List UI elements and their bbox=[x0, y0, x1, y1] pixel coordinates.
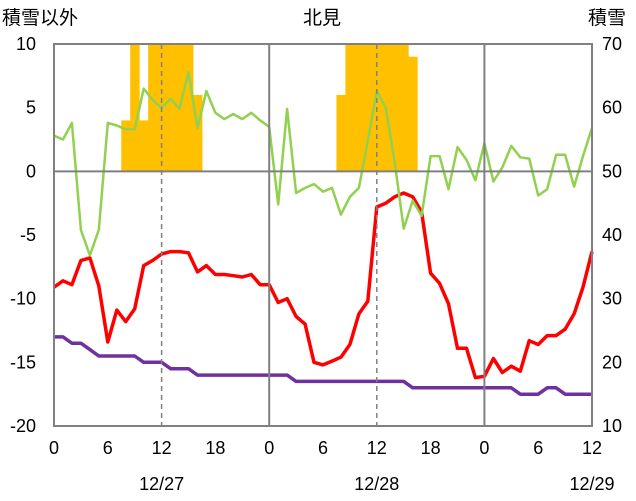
xtick-label-1: 6 bbox=[103, 438, 113, 458]
xtick-label-9: 6 bbox=[533, 438, 543, 458]
snow-bar-3 bbox=[148, 44, 158, 172]
xtick-label-6: 12 bbox=[367, 438, 387, 458]
xtick-label-3: 18 bbox=[205, 438, 225, 458]
left-ytick-label-6: -20 bbox=[10, 416, 36, 436]
snow-bar-15 bbox=[390, 44, 400, 172]
left-ytick-label-4: -10 bbox=[10, 289, 36, 309]
left-axis-label: 積雪以外 bbox=[2, 7, 78, 29]
xtick-label-4: 0 bbox=[264, 438, 274, 458]
date-label-1: 12/28 bbox=[354, 474, 399, 494]
snow-bar-11 bbox=[354, 44, 364, 172]
series-line-2 bbox=[54, 335, 592, 396]
snow-bar-8 bbox=[192, 94, 203, 172]
snow-bar-5 bbox=[166, 44, 176, 172]
right-ytick-label-5: 20 bbox=[602, 352, 622, 372]
date-label-0: 12/27 bbox=[139, 474, 184, 494]
xtick-label-5: 6 bbox=[318, 438, 328, 458]
snow-bar-1 bbox=[130, 44, 140, 172]
series-line-1 bbox=[53, 70, 594, 257]
snow-bar-9 bbox=[336, 94, 346, 172]
xtick-label-0: 0 bbox=[49, 438, 59, 458]
right-ytick-label-2: 50 bbox=[602, 161, 622, 181]
chart-title: 北見 bbox=[303, 7, 341, 29]
snow-bar-12 bbox=[363, 44, 373, 172]
snow-bar-0 bbox=[121, 120, 131, 172]
left-ytick-label-0: 10 bbox=[16, 34, 36, 54]
plot-area bbox=[52, 44, 594, 396]
right-axis-label: 積雪 bbox=[588, 7, 626, 29]
left-ytick-label-5: -15 bbox=[10, 352, 36, 372]
xtick-label-8: 0 bbox=[479, 438, 489, 458]
xtick-label-2: 12 bbox=[152, 438, 172, 458]
snow-bar-2 bbox=[139, 120, 149, 172]
snow-bar-10 bbox=[345, 44, 355, 172]
right-ytick-label-1: 60 bbox=[602, 98, 622, 118]
xtick-label-10: 12 bbox=[582, 438, 602, 458]
right-ytick-label-3: 40 bbox=[602, 225, 622, 245]
left-ytick-label-1: 5 bbox=[26, 98, 36, 118]
date-label-2: 12/29 bbox=[569, 474, 614, 494]
left-ytick-label-3: -5 bbox=[20, 225, 36, 245]
xtick-label-7: 18 bbox=[421, 438, 441, 458]
series-line-0 bbox=[52, 191, 594, 380]
right-ytick-label-4: 30 bbox=[602, 289, 622, 309]
snow-bar-17 bbox=[408, 56, 418, 172]
left-ytick-label-2: 0 bbox=[26, 161, 36, 181]
snow-bar-7 bbox=[184, 44, 194, 172]
right-ytick-label-0: 70 bbox=[602, 34, 622, 54]
plot-border bbox=[53, 43, 593, 427]
right-ytick-label-6: 10 bbox=[602, 416, 622, 436]
snow-bar-16 bbox=[399, 44, 409, 172]
